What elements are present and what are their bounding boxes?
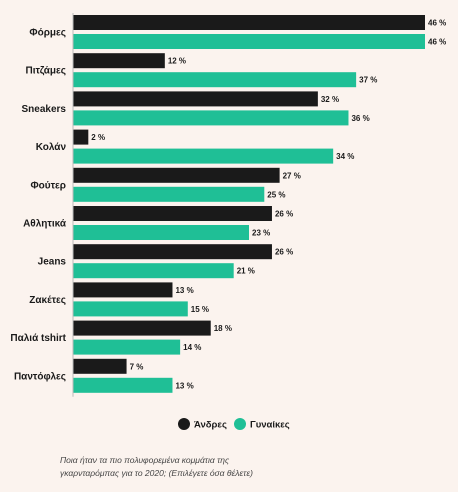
bar [73, 244, 272, 260]
data-label: 26 % [275, 248, 293, 257]
data-label: 36 % [351, 114, 369, 123]
data-label: 14 % [183, 343, 201, 352]
bar [73, 129, 89, 145]
data-label: 27 % [283, 171, 301, 180]
data-label: 25 % [267, 190, 285, 199]
bar [73, 186, 265, 202]
category-label: Κολάν [36, 142, 67, 153]
data-label: 18 % [214, 324, 232, 333]
data-label: 34 % [336, 152, 354, 161]
bar [73, 301, 188, 317]
legend-marker [234, 418, 246, 430]
data-label: 7 % [130, 362, 144, 371]
caption-line-2: γκαρνταρόμπας για το 2020; (Επιλέγετε όσ… [60, 468, 253, 478]
bar [73, 34, 425, 49]
bar [73, 148, 334, 164]
legend-marker [178, 418, 190, 430]
category-label: Παντόφλες [14, 371, 66, 382]
bar [73, 72, 357, 88]
bar [73, 53, 165, 69]
data-label: 32 % [321, 95, 339, 104]
data-label: 13 % [175, 286, 193, 295]
category-label: Φούτερ [30, 180, 66, 191]
bar [73, 110, 349, 126]
bar [73, 377, 173, 393]
legend-label: Άνδρες [194, 420, 227, 431]
category-label: Φόρμες [29, 28, 66, 39]
data-label: 46 % [428, 19, 446, 28]
category-label: Παλιά tshirt [10, 333, 66, 344]
data-label: 13 % [175, 381, 193, 390]
legend-label: Γυναίκες [250, 420, 290, 431]
chart-caption: Ποια ήταν τα πιο πολυφορεμένα κομμάτια τ… [60, 454, 300, 480]
category-label: Πιτζάμες [26, 66, 66, 77]
category-label: Sneakers [22, 104, 67, 115]
data-label: 37 % [359, 76, 377, 85]
bar [73, 206, 272, 221]
bar [73, 167, 280, 183]
category-label: Jeans [38, 257, 67, 268]
bar [73, 263, 234, 279]
category-label: Ζακέτες [29, 295, 66, 306]
bar [73, 358, 127, 374]
data-label: 26 % [275, 210, 293, 219]
category-label: Αθλητικά [23, 219, 67, 230]
bar [73, 282, 173, 298]
bar [73, 320, 211, 336]
bar [73, 15, 425, 30]
data-label: 23 % [252, 229, 270, 238]
data-label: 46 % [428, 38, 446, 47]
bar [73, 339, 181, 355]
bar [73, 91, 318, 107]
data-label: 12 % [168, 57, 186, 66]
data-label: 15 % [191, 305, 209, 314]
data-label: 2 % [91, 133, 105, 142]
caption-line-1: Ποια ήταν τα πιο πολυφορεμένα κομμάτια τ… [60, 455, 230, 465]
bar [73, 225, 249, 240]
data-label: 21 % [237, 267, 255, 276]
